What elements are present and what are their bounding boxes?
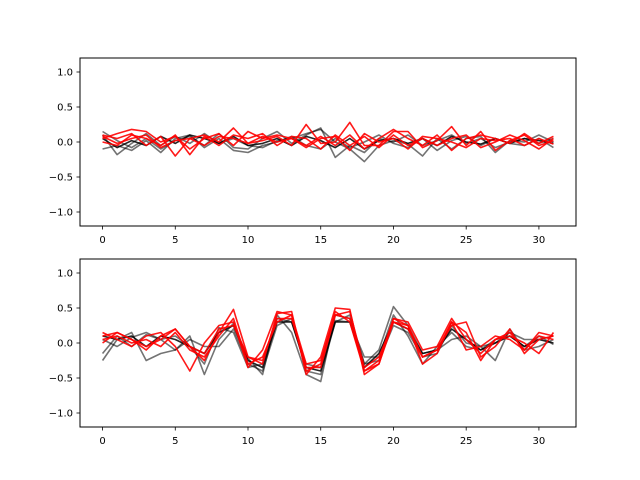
x-tick-label: 15 (314, 235, 327, 246)
x-tick-label: 30 (533, 436, 546, 447)
x-tick-label: 10 (242, 436, 255, 447)
y-tick-label: −0.5 (49, 374, 73, 385)
y-tick-label: 1.0 (57, 68, 73, 79)
series-group (101, 121, 554, 163)
y-tick-label: 0.5 (57, 304, 73, 315)
y-tick-label: −1.0 (49, 409, 73, 420)
bottom-axes: 0 5 10 15 20 25 30 −1.0 −0.5 0.0 0.5 1.0 (49, 258, 577, 447)
red-series-line (102, 132, 554, 152)
x-tick-label: 5 (172, 436, 178, 447)
x-tick-label: 15 (314, 436, 327, 447)
red-series-line (102, 132, 554, 156)
red-series-line (102, 310, 554, 369)
x-tick-label: 25 (460, 436, 473, 447)
gray-series-line (102, 134, 554, 150)
y-tick-label: 0.0 (57, 138, 73, 149)
x-tick-label: 5 (172, 235, 178, 246)
x-tick-label: 20 (387, 235, 400, 246)
x-tick-label: 30 (533, 235, 546, 246)
x-tick-label: 20 (387, 436, 400, 447)
series-group (101, 305, 555, 383)
y-tick-label: −0.5 (49, 173, 73, 184)
y-tick-label: 0.5 (57, 103, 73, 114)
gray-series-line (102, 321, 554, 372)
y-tick-label: 1.0 (57, 269, 73, 280)
x-tick-label: 10 (242, 235, 255, 246)
top-axes: 0 5 10 15 20 25 30 −1.0 −0.5 0.0 0.5 1.0 (49, 57, 577, 246)
red-series-line (102, 314, 554, 372)
x-tick-label: 0 (99, 235, 105, 246)
x-tick-label: 25 (460, 235, 473, 246)
y-tick-label: 0.0 (57, 339, 73, 350)
y-tick-label: −1.0 (49, 208, 73, 219)
x-tick-label: 0 (99, 436, 105, 447)
